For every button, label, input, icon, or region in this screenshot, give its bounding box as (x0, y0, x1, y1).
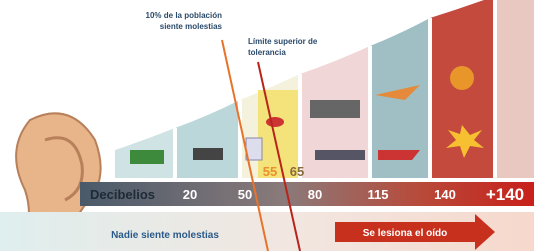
level: 80 (308, 187, 322, 202)
footer-left: Nadie siente molestias (111, 230, 219, 241)
footer-right: Se lesiona el oído (363, 228, 447, 239)
panel (495, 0, 534, 178)
icon-traffic (315, 150, 365, 160)
annotation-limit: Límite superior de tolerancia (248, 36, 318, 58)
infographic: Decibelios 20 50 55 65 80 115 140 +140 N… (0, 0, 534, 251)
icon-explosion (450, 66, 474, 90)
level: 20 (183, 187, 197, 202)
level: 115 (368, 187, 389, 202)
level: 55 (263, 164, 277, 179)
level: +140 (486, 185, 524, 204)
icon-factory (310, 100, 360, 118)
icon-drill (266, 117, 284, 127)
annotation-box: Límite superior de tolerancia (248, 36, 318, 64)
level: 140 (434, 187, 456, 202)
level: 50 (238, 187, 252, 202)
icon-trees (130, 150, 164, 164)
icon-desk (193, 148, 223, 160)
level: 65 (290, 164, 304, 179)
scale-title: Decibelios (90, 187, 155, 202)
panel (175, 100, 240, 178)
annotation-population: 10% de la población siente molestias (130, 10, 222, 32)
annotation-box: 10% de la población siente molestias (130, 10, 222, 42)
